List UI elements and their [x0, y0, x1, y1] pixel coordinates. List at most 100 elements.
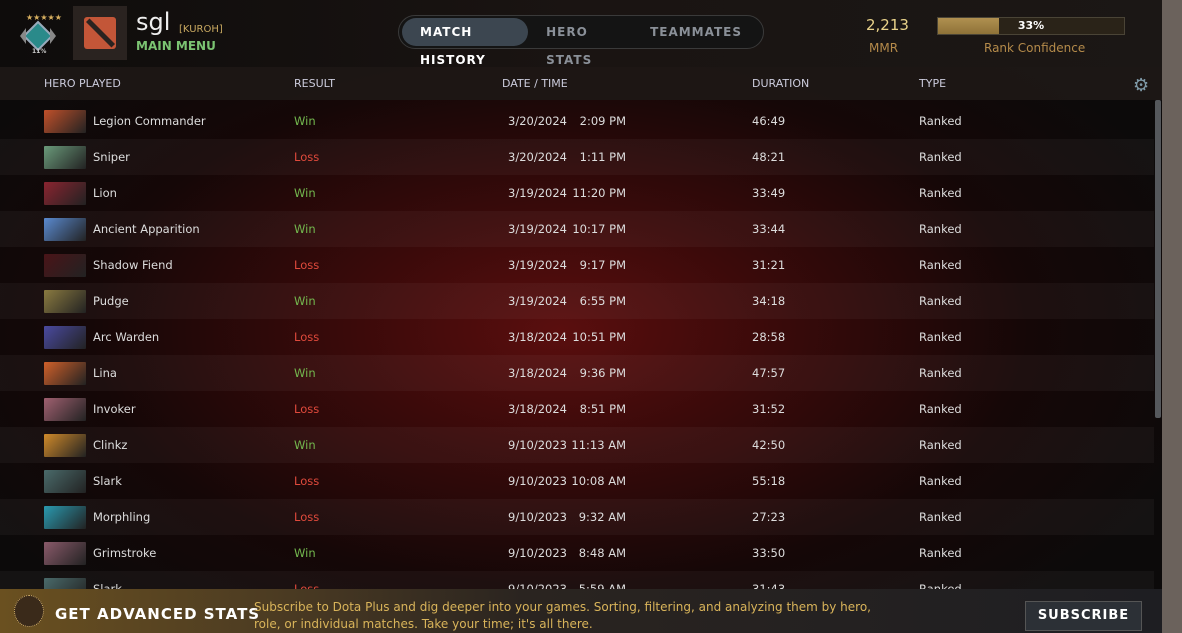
match-time: 9:32 AM: [578, 510, 626, 524]
match-result: Win: [294, 114, 316, 128]
column-datetime[interactable]: DATE / TIME: [502, 77, 568, 90]
match-type: Ranked: [919, 474, 962, 488]
hero-portrait-icon: [44, 362, 86, 385]
rank-percent: 11%: [32, 48, 47, 55]
match-time: 6:55 PM: [579, 294, 626, 308]
match-type: Ranked: [919, 546, 962, 560]
match-date: 9/10/2023: [508, 510, 567, 524]
tab-teammates[interactable]: TEAMMATES: [650, 25, 742, 39]
hero-name: Morphling: [93, 510, 151, 524]
match-time: 2:09 PM: [579, 114, 626, 128]
match-date: 9/10/2023: [508, 438, 567, 452]
column-duration[interactable]: DURATION: [752, 77, 810, 90]
dota-plus-icon: [14, 595, 44, 627]
match-duration: 27:23: [752, 510, 786, 524]
match-date: 3/19/2024: [508, 222, 567, 236]
match-time: 8:48 AM: [578, 546, 626, 560]
match-type: Ranked: [919, 150, 962, 164]
gear-icon[interactable]: ⚙: [1133, 75, 1150, 96]
tab-match-history[interactable]: MATCH HISTORY: [402, 18, 529, 67]
match-type: Ranked: [919, 438, 962, 452]
rank-confidence-percent: 33%: [1017, 19, 1045, 32]
hero-portrait-icon: [44, 470, 86, 493]
tab-bar: MATCH HISTORY HERO STATS TEAMMATES: [398, 15, 764, 67]
hero-name: Lina: [93, 366, 117, 380]
hero-portrait-icon: [44, 110, 86, 133]
mmr-label: MMR: [869, 41, 899, 55]
match-row[interactable]: Slark Loss 9/10/2023 10:08 AM 55:18 Rank…: [0, 463, 1154, 499]
match-date: 3/18/2024: [508, 402, 567, 416]
hero-portrait-icon: [44, 182, 86, 205]
match-duration: 31:21: [752, 258, 786, 272]
match-row[interactable]: Pudge Win 3/19/2024 6:55 PM 34:18 Ranked: [0, 283, 1154, 319]
match-row[interactable]: Grimstroke Win 9/10/2023 8:48 AM 33:50 R…: [0, 535, 1154, 571]
match-date: 3/20/2024: [508, 150, 567, 164]
match-row[interactable]: Arc Warden Loss 3/18/2024 10:51 PM 28:58…: [0, 319, 1154, 355]
match-result: Loss: [294, 150, 320, 164]
match-time: 10:17 PM: [572, 222, 626, 236]
match-result: Loss: [294, 402, 320, 416]
match-type: Ranked: [919, 510, 962, 524]
rank-medal-icon: ★★★★★: [20, 13, 62, 52]
subscribe-button[interactable]: SUBSCRIBE: [1025, 601, 1142, 631]
match-duration: 28:58: [752, 330, 786, 344]
match-type: Ranked: [919, 294, 962, 308]
match-result: Win: [294, 222, 316, 236]
hero-name: Ancient Apparition: [93, 222, 200, 236]
match-row[interactable]: Sniper Loss 3/20/2024 1:11 PM 48:21 Rank…: [0, 139, 1154, 175]
main-menu-link[interactable]: MAIN MENU: [136, 39, 216, 53]
hero-name: Grimstroke: [93, 546, 157, 560]
match-date: 9/10/2023: [508, 474, 567, 488]
guild-tag: [KUROH]: [179, 24, 223, 35]
column-type[interactable]: TYPE: [919, 77, 947, 90]
profile-header: ★★★★★ 11% sgl [KUROH] MAIN MENU MATCH HI…: [0, 0, 1162, 67]
hero-name: Slark: [93, 474, 122, 488]
match-date: 3/19/2024: [508, 294, 567, 308]
match-row[interactable]: Shadow Fiend Loss 3/19/2024 9:17 PM 31:2…: [0, 247, 1154, 283]
svg-text:★★★★★: ★★★★★: [26, 13, 62, 22]
match-result: Win: [294, 366, 316, 380]
match-date: 3/19/2024: [508, 186, 567, 200]
username: sgl: [136, 8, 171, 36]
match-duration: 31:52: [752, 402, 786, 416]
match-time: 10:51 PM: [572, 330, 626, 344]
column-hero[interactable]: HERO PLAYED: [44, 77, 121, 90]
tab-hero-stats[interactable]: HERO STATS: [546, 25, 593, 67]
match-duration: 33:44: [752, 222, 786, 236]
match-row[interactable]: Legion Commander Win 3/20/2024 2:09 PM 4…: [0, 103, 1154, 139]
match-result: Win: [294, 546, 316, 560]
match-time: 11:13 AM: [571, 438, 626, 452]
match-date: 3/19/2024: [508, 258, 567, 272]
match-result: Win: [294, 186, 316, 200]
match-duration: 47:57: [752, 366, 786, 380]
match-row[interactable]: Clinkz Win 9/10/2023 11:13 AM 42:50 Rank…: [0, 427, 1154, 463]
hero-name: Shadow Fiend: [93, 258, 173, 272]
match-type: Ranked: [919, 330, 962, 344]
column-result[interactable]: RESULT: [294, 77, 335, 90]
match-time: 10:08 AM: [571, 474, 626, 488]
banner-text: Subscribe to Dota Plus and dig deeper in…: [254, 600, 871, 631]
match-row[interactable]: Invoker Loss 3/18/2024 8:51 PM 31:52 Ran…: [0, 391, 1154, 427]
match-row[interactable]: Ancient Apparition Win 3/19/2024 10:17 P…: [0, 211, 1154, 247]
hero-portrait-icon: [44, 218, 86, 241]
hero-name: Arc Warden: [93, 330, 160, 344]
match-date: 3/20/2024: [508, 114, 567, 128]
hero-portrait-icon: [44, 290, 86, 313]
match-result: Loss: [294, 258, 320, 272]
scrollbar[interactable]: [1155, 100, 1161, 418]
rank-confidence-label: Rank Confidence: [984, 41, 1086, 55]
match-row[interactable]: Lion Win 3/19/2024 11:20 PM 33:49 Ranked: [0, 175, 1154, 211]
hero-portrait-icon: [44, 254, 86, 277]
match-duration: 33:50: [752, 546, 786, 560]
match-type: Ranked: [919, 186, 962, 200]
hero-name: Legion Commander: [93, 114, 206, 128]
match-time: 8:51 PM: [579, 402, 626, 416]
dota-plus-banner: GET ADVANCED STATS Subscribe to Dota Plu…: [0, 589, 1162, 633]
hero-name: Clinkz: [93, 438, 128, 452]
match-date: 3/18/2024: [508, 330, 567, 344]
hero-portrait-icon: [44, 542, 86, 565]
match-type: Ranked: [919, 114, 962, 128]
dota-logo-avatar[interactable]: [73, 6, 127, 60]
match-row[interactable]: Lina Win 3/18/2024 9:36 PM 47:57 Ranked: [0, 355, 1154, 391]
match-row[interactable]: Morphling Loss 9/10/2023 9:32 AM 27:23 R…: [0, 499, 1154, 535]
